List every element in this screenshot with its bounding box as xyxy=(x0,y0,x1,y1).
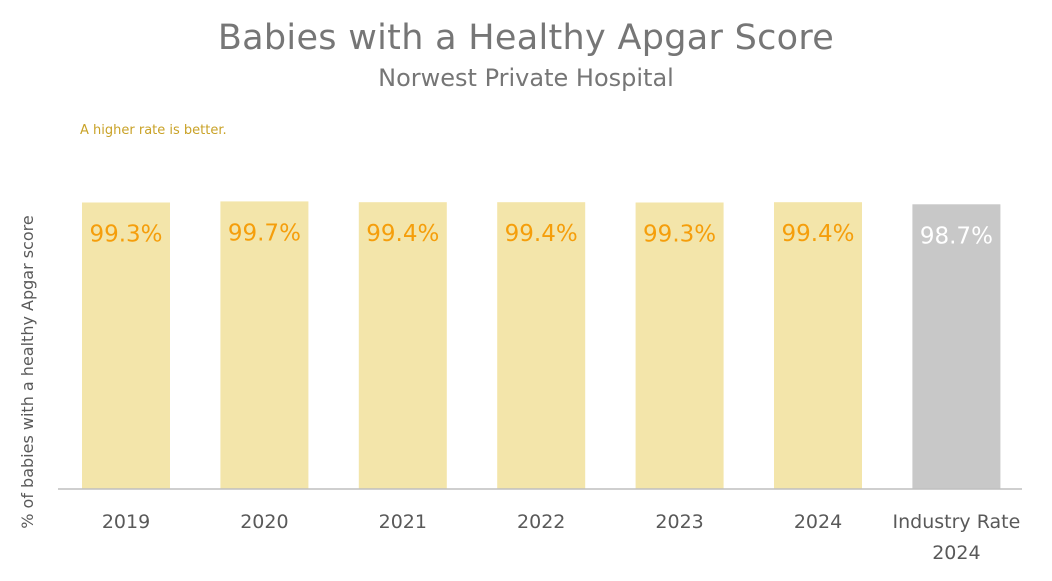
y-axis-label: % of babies with a healthy Apgar score xyxy=(18,215,37,528)
x-tick-label-line: Industry Rate xyxy=(893,511,1021,533)
x-tick-label-line: 2020 xyxy=(240,511,288,533)
x-tick-label-line: 2023 xyxy=(655,511,703,533)
x-tick-label: 2022 xyxy=(517,511,565,533)
x-tick-label-line: 2021 xyxy=(379,511,427,533)
bar-2020 xyxy=(220,201,309,489)
chart-note: A higher rate is better. xyxy=(80,123,227,138)
data-labels-layer: 99.3% 99.7% 99.4% 99.4% 99.3% 99.4% 98.7% xyxy=(89,220,992,249)
data-label: 98.7% xyxy=(920,223,993,249)
x-tick-label: 2021 xyxy=(379,511,427,533)
x-tick-label-line: 2024 xyxy=(932,542,980,564)
bar-2022 xyxy=(497,202,586,489)
bar-industry-rate-2024 xyxy=(912,204,1001,490)
bar-2024 xyxy=(774,202,862,489)
x-tick-label-line: 2019 xyxy=(102,511,150,533)
bar-2019 xyxy=(82,202,170,489)
x-tick-label: 2020 xyxy=(240,511,288,533)
data-label: 99.4% xyxy=(781,221,854,247)
data-label: 99.7% xyxy=(228,220,301,246)
x-tick-label: 2024 xyxy=(794,511,842,533)
data-label: 99.3% xyxy=(643,222,716,248)
chart-subtitle: Norwest Private Hospital xyxy=(378,64,674,92)
x-tick-label-line: 2024 xyxy=(794,511,842,533)
x-tick-label: Industry Rate 2024 xyxy=(893,511,1021,564)
bar-2021 xyxy=(358,202,447,489)
data-label: 99.3% xyxy=(89,222,162,248)
bar-2023 xyxy=(635,202,724,489)
data-label: 99.4% xyxy=(366,221,439,247)
x-tick-labels-layer: 2019 2020 2021 2022 2023 2024 Industry Rate 202… xyxy=(102,511,1020,564)
x-tick-label-line: 2022 xyxy=(517,511,565,533)
bars-layer xyxy=(82,201,1001,490)
data-label: 99.4% xyxy=(505,221,578,247)
x-tick-label: 2023 xyxy=(655,511,703,533)
chart-title: Babies with a Healthy Apgar Score xyxy=(217,18,835,58)
x-tick-label: 2019 xyxy=(102,511,150,533)
